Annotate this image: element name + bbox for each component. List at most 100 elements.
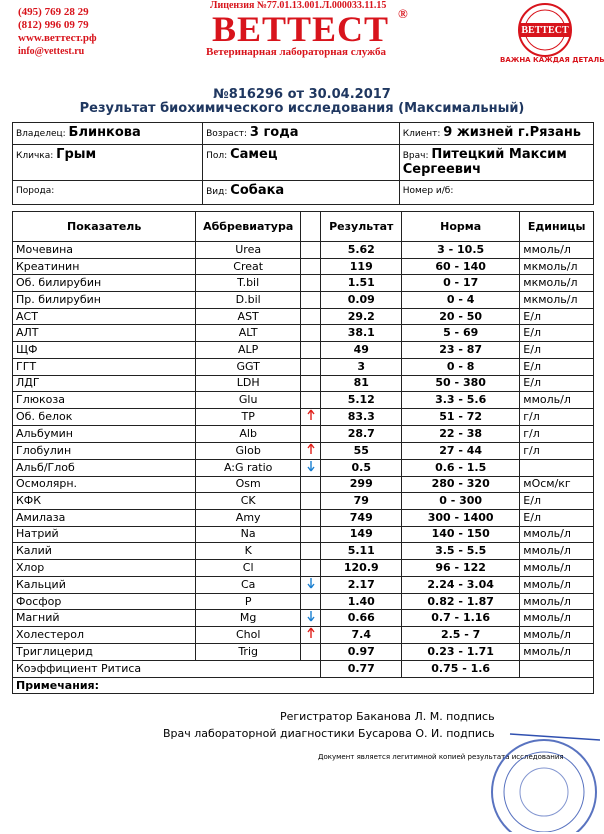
info-table: Владелец: Блинкова Возраст: 3 года Клиент:… — [11, 122, 595, 205]
info-cell: Владелец: Блинкова — [11, 122, 204, 145]
flag-cell — [300, 391, 322, 409]
name-cell: Магний — [11, 609, 197, 628]
info-label: Пол: — [206, 151, 228, 161]
footnote: Документ является легитимной копией резу… — [318, 753, 564, 761]
name-cell: Калий — [11, 542, 197, 560]
abbr-cell: AST — [195, 307, 302, 326]
name-cell: ЩФ — [11, 341, 197, 359]
result-cell: 749 — [320, 508, 403, 527]
stamp-logo: ВЕТТЕСТ — [518, 3, 572, 57]
flag-cell — [300, 407, 322, 426]
flag-cell — [300, 475, 322, 494]
units-cell: ммоль/л — [519, 241, 594, 259]
abbr-cell: GGT — [195, 357, 302, 376]
info-label: Вид: — [206, 187, 228, 197]
email: info@vettest.ru — [18, 46, 85, 57]
result-row: Натрий Na 149 140 - 150 ммоль/л — [11, 525, 594, 544]
name-cell: Холестерол — [11, 626, 197, 645]
result-cell: 120.9 — [320, 559, 403, 577]
abbr-cell: Trig — [195, 643, 302, 662]
result-cell: 2.17 — [320, 575, 403, 594]
flag-cell — [300, 458, 322, 477]
seal — [491, 733, 600, 832]
stamp-text: ВЕТТЕСТ — [521, 25, 569, 36]
abbr-cell: Glob — [195, 441, 302, 460]
result-cell: 28.7 — [320, 424, 403, 443]
units-cell: ммоль/л — [519, 525, 594, 544]
norm-cell: 0.82 - 1.87 — [401, 592, 521, 611]
units-cell — [519, 660, 594, 678]
flag-cell — [300, 291, 322, 309]
result-cell: 79 — [320, 492, 403, 510]
info-label: Возраст: — [206, 129, 248, 139]
slogan: ВАЖНА КАЖДАЯ ДЕТАЛЬ! — [500, 56, 604, 64]
norm-cell: 0 - 300 — [401, 492, 521, 510]
abbr-cell: Na — [195, 525, 302, 544]
flag-cell — [300, 492, 322, 510]
flag-cell — [300, 307, 322, 326]
flag-cell — [300, 643, 322, 662]
flag-cell — [300, 626, 322, 645]
header-cell: Норма — [401, 211, 521, 242]
result-row: ЛДГ LDH 81 50 - 380 Е/л — [11, 374, 594, 393]
info-cell: Пол: Самец — [202, 144, 400, 181]
result-cell: 0.5 — [320, 458, 403, 477]
result-cell: 5.11 — [320, 542, 403, 560]
result-row: Магний Mg 0.66 0.7 - 1.16 ммоль/л — [11, 609, 594, 628]
units-cell: Е/л — [519, 357, 594, 376]
abbr-cell: TP — [195, 407, 302, 426]
abbr-cell: A:G ratio — [195, 458, 302, 477]
result-cell: 0.97 — [320, 643, 403, 662]
units-cell: Е/л — [519, 307, 594, 326]
result-row: АЛТ ALT 38.1 5 - 69 Е/л — [11, 324, 594, 343]
norm-cell: 3 - 10.5 — [401, 241, 521, 259]
result-cell: 5.12 — [320, 391, 403, 409]
norm-cell: 2.5 - 7 — [401, 626, 521, 645]
result-row: Мочевина Urea 5.62 3 - 10.5 ммоль/л — [11, 241, 594, 259]
units-cell: ммоль/л — [519, 592, 594, 611]
name-cell: Кальций — [11, 575, 197, 594]
name-cell: ЛДГ — [11, 374, 197, 393]
result-cell: 81 — [320, 374, 403, 393]
abbr-cell: D.bil — [195, 291, 302, 309]
header-row: Показатель Аббревиатура Результат Норма Един… — [11, 211, 594, 242]
abbr-cell: K — [195, 542, 302, 560]
result-row: Об. билирубин T.bil 1.51 0 - 17 мкмоль/л — [11, 274, 594, 293]
flag-cell — [300, 441, 322, 460]
units-cell: мОсм/кг — [519, 475, 594, 494]
registered: ® — [398, 6, 408, 21]
info-cell: Вид: Собака — [202, 180, 400, 205]
flag-arrow-up — [307, 627, 315, 639]
info-cell: Клиент: 9 жизней г.Рязань — [398, 122, 595, 145]
norm-cell: 140 - 150 — [401, 525, 521, 544]
result-cell: 29.2 — [320, 307, 403, 326]
flag-cell — [300, 241, 322, 259]
units-cell: ммоль/л — [519, 575, 594, 594]
result-row: Коэффициент Ритиса 0.77 0.75 - 1.6 — [11, 660, 594, 678]
result-row: Амилаза Amy 749 300 - 1400 Е/л — [11, 508, 594, 527]
result-cell: 1.40 — [320, 592, 403, 611]
result-row: ЩФ ALP 49 23 - 87 Е/л — [11, 341, 594, 359]
flag-arrow-up — [307, 443, 315, 454]
name-cell: Креатинин — [11, 257, 197, 276]
flag-cell — [300, 424, 322, 443]
result-row: Креатинин Creat 119 60 - 140 мкмоль/л — [11, 257, 594, 276]
result-row: Холестерол Chol 7.4 2.5 - 7 ммоль/л — [11, 626, 594, 645]
flag-cell — [300, 609, 322, 628]
signature: Врач лабораторной диагностики Бусарова О… — [163, 727, 495, 740]
flag-cell — [300, 542, 322, 560]
units-cell: г/л — [519, 424, 594, 443]
info-cell: Возраст: 3 года — [202, 122, 400, 145]
name-cell: Натрий — [11, 525, 197, 544]
units-cell: Е/л — [519, 374, 594, 393]
result-cell: 55 — [320, 441, 403, 460]
abbr-cell: LDH — [195, 374, 302, 393]
header-cell: Показатель — [11, 211, 197, 242]
info-value: Блинкова — [68, 125, 141, 140]
title: №816296 от 30.04.2017 — [213, 87, 391, 102]
abbr-cell: Chol — [195, 626, 302, 645]
abbr-cell: T.bil — [195, 274, 302, 293]
norm-cell: 60 - 140 — [401, 257, 521, 276]
units-cell: мкмоль/л — [519, 291, 594, 309]
subtitle: Результат биохимического исследования (М… — [79, 101, 525, 116]
